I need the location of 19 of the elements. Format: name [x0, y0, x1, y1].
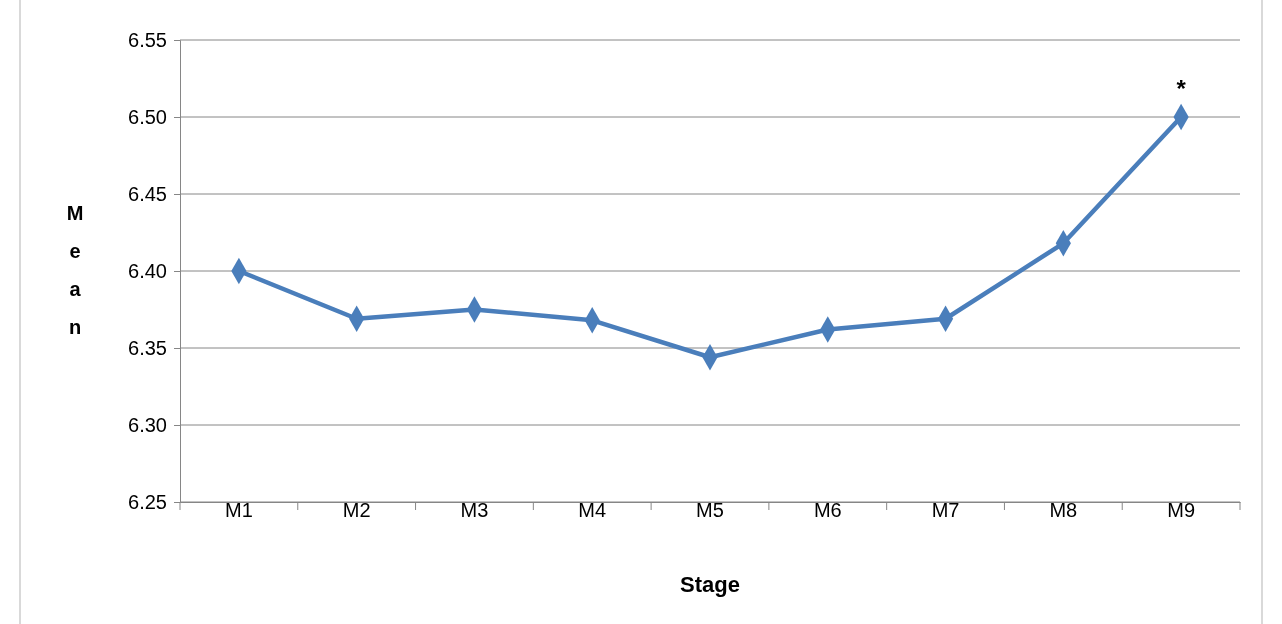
x-tick-label: M6 [813, 499, 842, 521]
x-tick-label: M9 [1167, 499, 1196, 521]
x-tick-label: M7 [931, 499, 960, 521]
y-tick-label: 6.25 [128, 490, 167, 513]
annotation: * [1176, 75, 1187, 102]
y-tick-label: 6.45 [128, 182, 167, 205]
x-axis-title: Stage [680, 572, 740, 597]
x-tick-label: M8 [1049, 499, 1078, 521]
x-tick-label: M3 [460, 499, 489, 521]
x-tick-label: M2 [342, 499, 371, 521]
x-tick-label: M5 [696, 499, 724, 521]
y-tick-label: 6.50 [128, 105, 167, 128]
x-tick-label: M4 [578, 499, 607, 521]
x-tick-label: M1 [224, 499, 253, 521]
y-axis-title: Mean [66, 202, 84, 338]
y-tick-label: 6.55 [128, 28, 167, 51]
y-tick-label: 6.30 [128, 413, 167, 436]
y-tick-label: 6.35 [128, 336, 167, 359]
y-tick-label: 6.40 [128, 259, 167, 282]
